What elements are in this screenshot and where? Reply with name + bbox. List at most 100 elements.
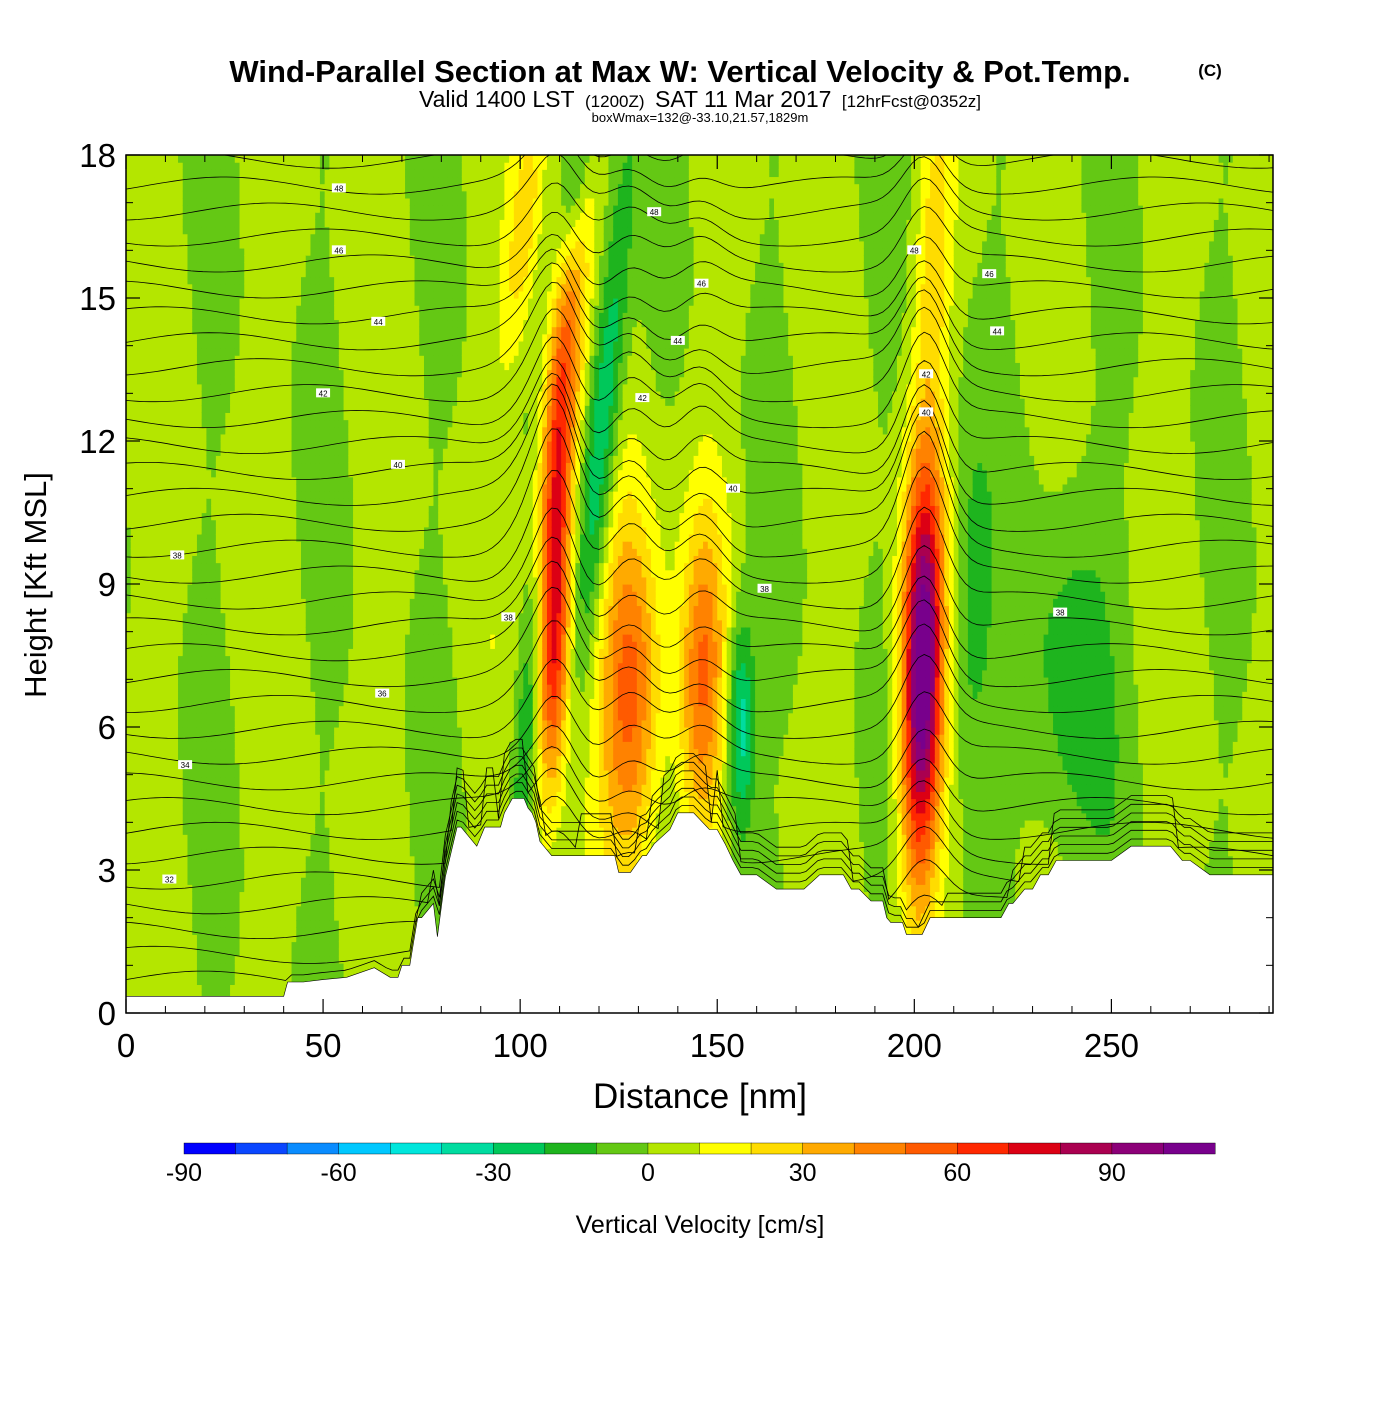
velocity-cell [183, 834, 188, 842]
velocity-cell [310, 370, 315, 378]
velocity-cell [254, 913, 259, 921]
velocity-cell [287, 362, 292, 370]
velocity-cell [211, 319, 216, 327]
velocity-cell [187, 234, 192, 242]
velocity-cell [192, 563, 197, 571]
velocity-cell [258, 527, 263, 535]
velocity-cell [315, 398, 320, 406]
velocity-cell [292, 362, 297, 370]
velocity-cell [296, 613, 301, 621]
velocity-cell [178, 305, 183, 313]
velocity-cell [282, 484, 287, 492]
velocity-cell [169, 641, 174, 649]
velocity-cell [140, 405, 145, 413]
velocity-cell [258, 691, 263, 699]
velocity-cell [254, 870, 259, 878]
velocity-cell [287, 441, 292, 449]
velocity-cell [164, 312, 169, 320]
velocity-cell [244, 370, 249, 378]
velocity-cell [135, 505, 140, 513]
velocity-cell [206, 856, 211, 864]
velocity-cell [249, 234, 254, 242]
velocity-cell [301, 391, 306, 399]
velocity-cell [277, 706, 282, 714]
velocity-cell [206, 312, 211, 320]
velocity-cell [244, 212, 249, 220]
velocity-cell [306, 262, 311, 270]
velocity-cell [306, 877, 311, 885]
velocity-cell [173, 741, 178, 749]
velocity-cell [221, 741, 226, 749]
velocity-cell [202, 934, 207, 942]
velocity-cell [268, 706, 273, 714]
velocity-cell [301, 184, 306, 192]
velocity-cell [211, 813, 216, 821]
velocity-cell [221, 198, 226, 206]
velocity-cell [183, 341, 188, 349]
velocity-cell [306, 927, 311, 935]
velocity-cell [135, 591, 140, 599]
velocity-cell [254, 255, 259, 263]
velocity-cell [230, 870, 235, 878]
velocity-cell [192, 312, 197, 320]
velocity-cell [221, 548, 226, 556]
velocity-cell [187, 691, 192, 699]
velocity-cell [183, 520, 188, 528]
velocity-cell [235, 277, 240, 285]
velocity-cell [244, 205, 249, 213]
velocity-cell [173, 455, 178, 463]
velocity-cell [145, 656, 150, 664]
velocity-cell [296, 641, 301, 649]
velocity-cell [301, 963, 306, 971]
velocity-cell [225, 777, 230, 785]
velocity-cell [240, 570, 245, 578]
velocity-cell [202, 241, 207, 249]
velocity-cell [320, 813, 325, 821]
velocity-cell [296, 491, 301, 499]
velocity-cell [164, 906, 169, 914]
velocity-cell [131, 555, 136, 563]
velocity-cell [230, 899, 235, 907]
velocity-cell [178, 863, 183, 871]
velocity-cell [292, 462, 297, 470]
velocity-cell [310, 527, 315, 535]
velocity-cell [249, 505, 254, 513]
velocity-cell [235, 284, 240, 292]
velocity-cell [206, 198, 211, 206]
velocity-cell [235, 198, 240, 206]
velocity-cell [140, 684, 145, 692]
velocity-cell [287, 627, 292, 635]
velocity-cell [263, 412, 268, 420]
velocity-cell [296, 284, 301, 292]
velocity-cell [145, 598, 150, 606]
velocity-cell [320, 555, 325, 563]
velocity-cell [235, 706, 240, 714]
velocity-cell [140, 563, 145, 571]
velocity-cell [249, 763, 254, 771]
velocity-cell [301, 548, 306, 556]
velocity-cell [178, 656, 183, 664]
velocity-cell [258, 806, 263, 814]
velocity-cell [206, 234, 211, 242]
velocity-cell [169, 505, 174, 513]
velocity-cell [315, 891, 320, 899]
velocity-cell [244, 598, 249, 606]
velocity-cell [197, 598, 202, 606]
velocity-cell [216, 312, 221, 320]
velocity-cell [197, 348, 202, 356]
velocity-cell [306, 405, 311, 413]
velocity-cell [268, 555, 273, 563]
velocity-cell [254, 555, 259, 563]
velocity-cell [216, 348, 221, 356]
velocity-cell [268, 484, 273, 492]
velocity-cell [173, 269, 178, 277]
velocity-cell [206, 455, 211, 463]
velocity-cell [216, 748, 221, 756]
velocity-cell [216, 648, 221, 656]
velocity-cell [140, 963, 145, 971]
velocity-cell [169, 984, 174, 992]
velocity-cell [306, 620, 311, 628]
velocity-cell [206, 498, 211, 506]
velocity-cell [287, 298, 292, 306]
velocity-cell [315, 327, 320, 335]
